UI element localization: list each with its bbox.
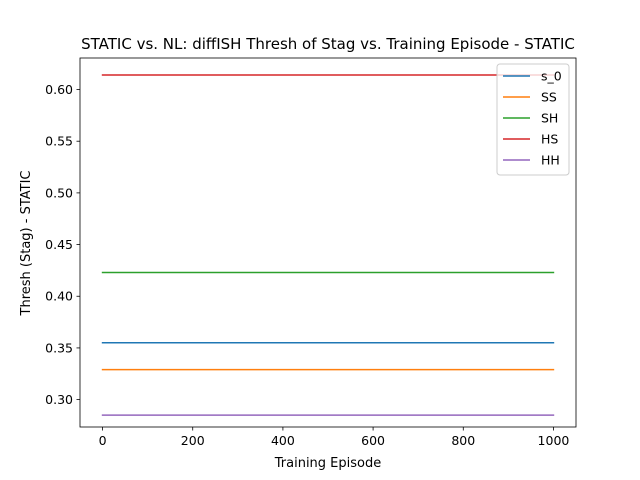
y-tick-label: 0.50 [45, 185, 73, 200]
y-tick-label: 0.45 [45, 237, 73, 252]
x-tick-label: 200 [181, 433, 205, 448]
chart-title: STATIC vs. NL: diffISH Thresh of Stag vs… [81, 35, 575, 53]
y-axis-label: Thresh (Stag) - STATIC [19, 171, 34, 317]
legend-label: SH [541, 111, 558, 126]
x-axis-label: Training Episode [274, 456, 381, 471]
legend-label: HH [541, 153, 560, 168]
plot-area: 0 200 400 600 800 1000 0.30 0.35 0.40 0.45 0.50 0.5… [45, 57, 577, 448]
x-tick-label: 600 [361, 433, 385, 448]
y-tick-label: 0.55 [45, 134, 73, 149]
y-tick-label: 0.30 [45, 392, 73, 407]
axes-frame [79, 57, 577, 428]
legend: s_0 SS SH HS HH [496, 63, 570, 176]
y-tick-label: 0.40 [45, 289, 73, 304]
x-tick-label: 1000 [538, 433, 570, 448]
legend-box [496, 63, 570, 176]
x-tick-label: 0 [99, 433, 107, 448]
x-tick-label: 800 [451, 433, 475, 448]
legend-label: SS [541, 90, 557, 105]
legend-label: HS [541, 132, 558, 147]
y-tick-label: 0.35 [45, 340, 73, 355]
x-tick-label: 400 [271, 433, 295, 448]
legend-label: s_0 [541, 69, 562, 84]
y-tick-label: 0.60 [45, 82, 73, 97]
